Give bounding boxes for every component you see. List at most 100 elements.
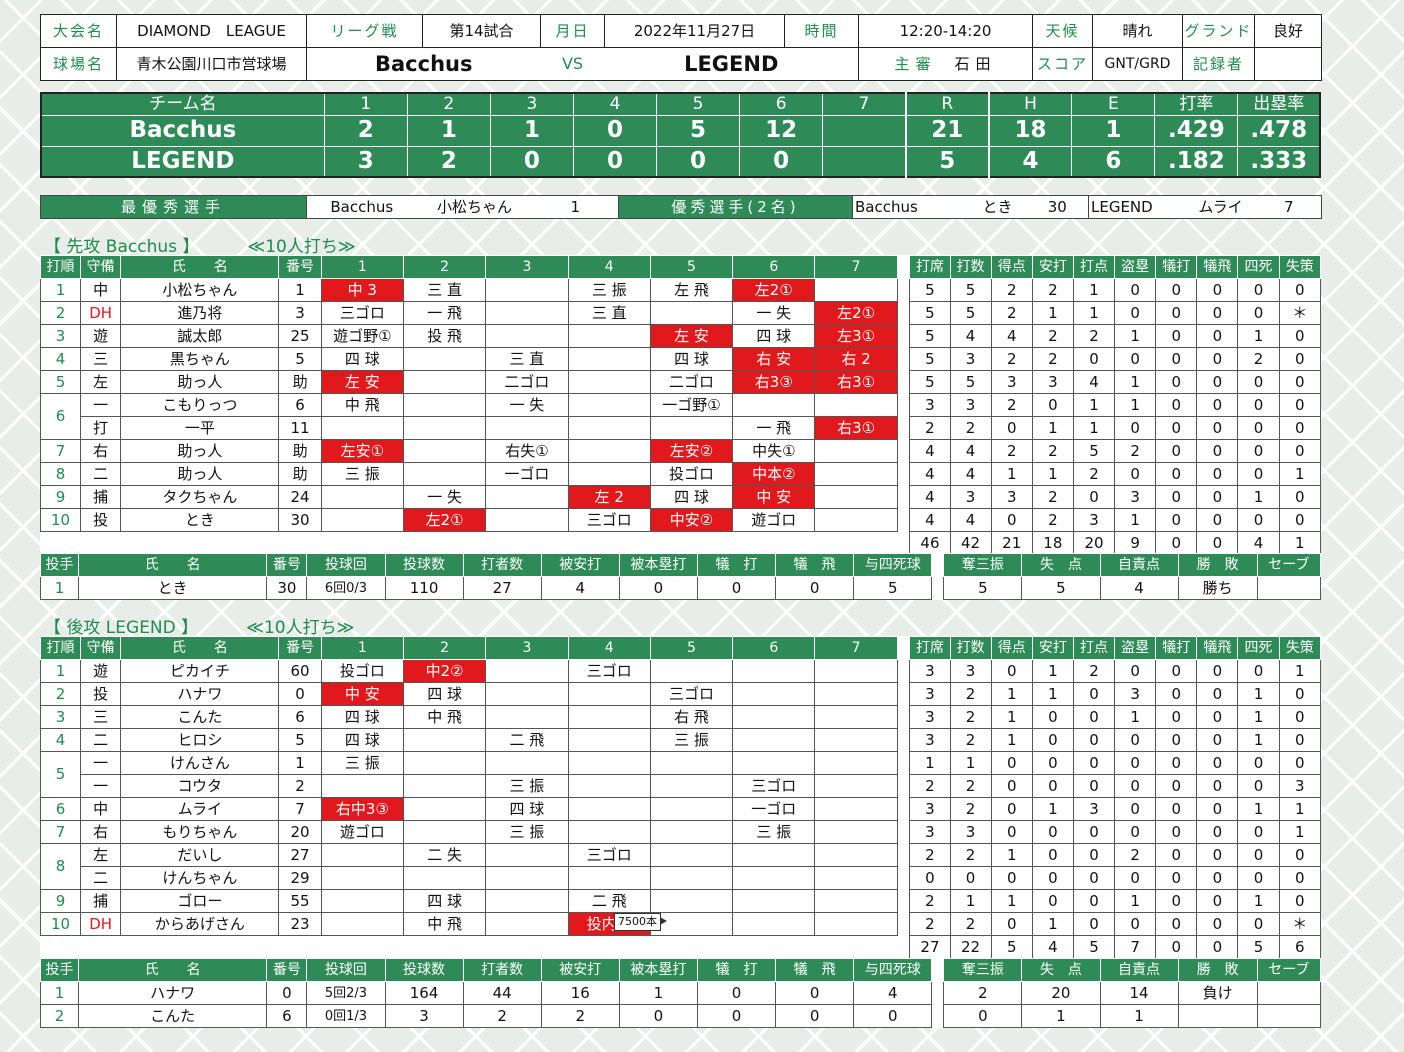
pitching-no: 2 — [39, 1004, 80, 1028]
at-bat-result: 三ゴロ — [567, 508, 651, 532]
position: 一 — [80, 393, 122, 417]
batting-stat: 0 — [1155, 889, 1198, 913]
at-bat-result — [485, 508, 569, 532]
pitching-no: 1 — [39, 576, 80, 600]
batting-stat: 3 — [909, 393, 951, 417]
batting-stat: 0 — [1155, 462, 1198, 486]
at-bat-result — [485, 843, 569, 867]
at-bat-result — [814, 728, 898, 752]
column-header: 4 — [567, 636, 651, 660]
at-bat-result: 二 飛 — [567, 889, 651, 913]
umpire-label: 主審 — [894, 54, 937, 73]
batting-stat: 3 — [949, 659, 992, 683]
at-bat-result — [732, 705, 816, 729]
batting-stat: 5 — [909, 370, 951, 394]
at-bat-result: 四 球 — [320, 347, 404, 371]
inning-runs — [822, 145, 907, 177]
column-header: 番号 — [278, 636, 322, 660]
batting-stat: 0 — [1155, 682, 1198, 706]
at-bat-result: 右3① — [814, 370, 898, 394]
uniform-number: 27 — [278, 843, 322, 867]
batting-stat: 0 — [990, 751, 1033, 775]
batting-stat: 1 — [1072, 393, 1116, 417]
batting-order: 3 — [39, 324, 82, 348]
at-bat-result — [814, 508, 898, 532]
at-bat-result: 四 球 — [402, 682, 487, 706]
batting-stat: 1 — [1031, 659, 1074, 683]
total-errors: 1 — [1071, 114, 1156, 147]
player-name: 助っ人 — [120, 462, 280, 486]
at-bat-result — [732, 682, 816, 706]
batting-stat: 5 — [909, 278, 951, 302]
at-bat-result — [485, 278, 569, 302]
batter-row: 2 投ハナワ 0 中 安四 球三ゴロ 3 2 1 1 0 3 0 0 1 0 — [39, 682, 1322, 706]
bottom-pitching-table: 投手氏 名番号 投球回 投球数 打者数 被安打 被本塁打犠 打犠 飛与四死球 奪三振失 点自… — [39, 958, 1322, 1028]
column-header: 3 — [485, 255, 569, 279]
at-bat-result — [732, 889, 816, 913]
at-bat-result — [402, 866, 487, 890]
player-name: 誠太郎 — [120, 324, 280, 348]
batting-order: 3 — [39, 705, 82, 729]
column-header: セーブ — [1256, 958, 1322, 982]
batting-total: 4 — [1237, 531, 1280, 555]
batting-stat: 2 — [949, 843, 992, 867]
good-player1-name: とき — [968, 195, 1027, 219]
at-bat-result — [732, 751, 816, 775]
batting-stat: 0 — [1237, 439, 1280, 463]
batting-stat: 0 — [1155, 659, 1198, 683]
batting-stat: 0 — [1196, 393, 1239, 417]
batting-stat: 0 — [1237, 278, 1280, 302]
batting-stat: 0 — [1237, 462, 1280, 486]
ground-value: 良好 — [1254, 14, 1322, 48]
totals-blank — [41, 532, 910, 555]
column-header: 失 点 — [1021, 553, 1101, 577]
umpire-cell: 主審 石田 — [858, 47, 1033, 81]
pitching-sf: 0 — [775, 981, 855, 1005]
batting-order: 7 — [39, 439, 82, 463]
pitching-np: 3 — [384, 1004, 464, 1028]
at-bat-result — [567, 324, 651, 348]
uniform-number: 2 — [278, 774, 322, 798]
taikai-label: 大会名 — [40, 14, 117, 48]
at-bat-result — [402, 347, 487, 371]
at-bat-result — [402, 393, 487, 417]
batting-stat: 1 — [1031, 682, 1074, 706]
uniform-number: 1 — [278, 278, 322, 302]
player-name: 一平 — [120, 416, 280, 440]
batting-stat: 5 — [949, 370, 992, 394]
column-header: 得点 — [990, 636, 1033, 660]
column-gap — [897, 256, 910, 279]
at-bat-result — [567, 347, 651, 371]
batting-stat: 0 — [1072, 866, 1116, 890]
at-bat-result: 四 球 — [732, 324, 816, 348]
inning-runs: 0 — [489, 145, 574, 177]
batting-stat: 0 — [990, 659, 1033, 683]
column-gap — [932, 577, 944, 600]
column-header: 氏 名 — [120, 255, 280, 279]
column-header: 番号 — [278, 255, 322, 279]
batting-stat: 1 — [1031, 301, 1074, 325]
batting-stat: 1 — [1237, 889, 1280, 913]
batter-row: 6 中ムライ 7 右中3③ 四 球一ゴロ 3 2 0 1 3 0 0 0 1 1 — [39, 797, 1322, 821]
column-gap — [897, 440, 910, 463]
at-bat-result: 中 安 — [732, 485, 816, 509]
batting-stat: 0 — [1237, 416, 1280, 440]
player-name: 助っ人 — [120, 370, 280, 394]
inning-runs: 0 — [739, 145, 824, 177]
player-name: 進乃将 — [120, 301, 280, 325]
batter-row: 二けんちゃん 29 0 0 0 0 0 0 0 0 0 0 — [41, 866, 1322, 890]
vs-label: VS — [540, 47, 605, 81]
batting-stat: 0 — [1072, 912, 1116, 936]
batting-stat: 1 — [1114, 393, 1157, 417]
at-bat-result — [485, 659, 569, 683]
at-bat-result: 中 飛 — [320, 393, 404, 417]
at-bat-result: 投 飛 — [402, 324, 487, 348]
line-header-cell: 6 — [739, 92, 824, 115]
column-gap — [897, 683, 910, 706]
batting-stat: 0 — [1196, 439, 1239, 463]
batting-stat: 0 — [1114, 820, 1157, 844]
at-bat-result — [567, 416, 651, 440]
position: DH — [80, 301, 122, 325]
